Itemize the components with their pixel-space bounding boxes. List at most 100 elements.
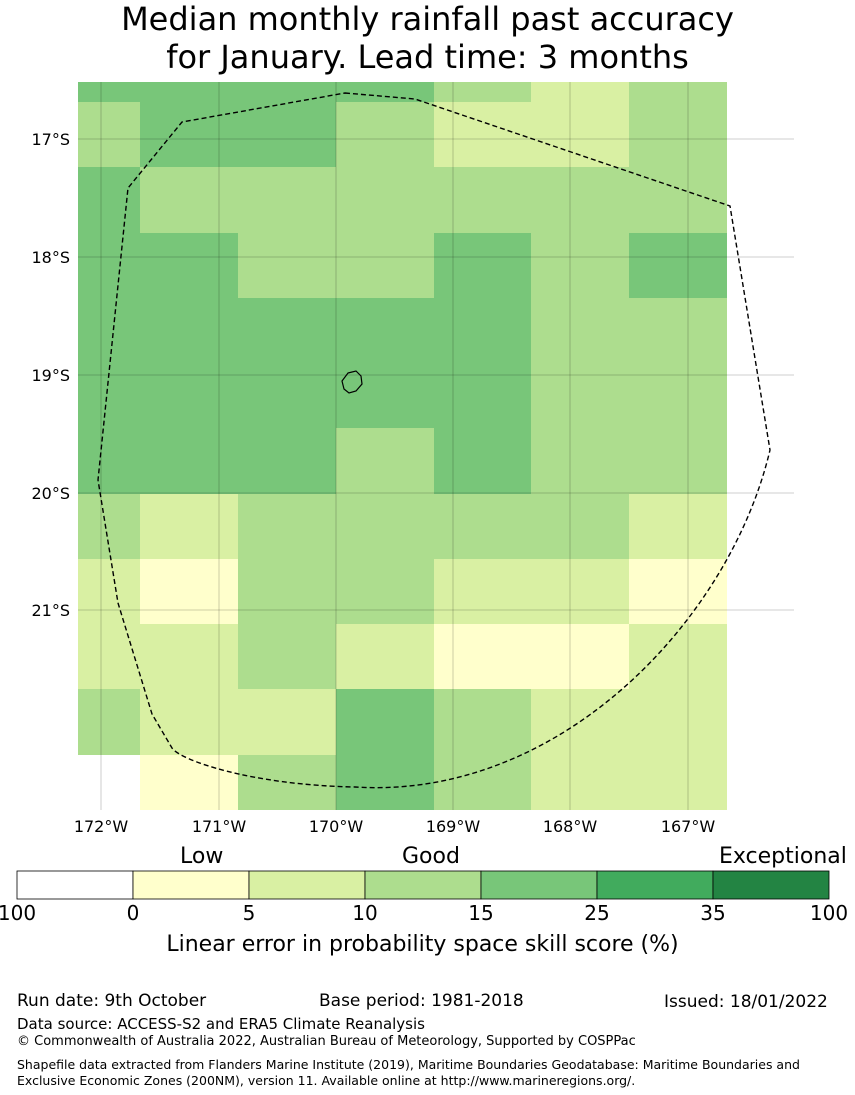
- grid-cell: [434, 755, 531, 810]
- latitude-label: 21°S: [31, 601, 70, 620]
- grid-cell: [629, 428, 727, 494]
- grid-cell: [531, 755, 629, 810]
- latitude-label: 17°S: [31, 130, 70, 149]
- grid-cell: [140, 689, 238, 755]
- colorbar-label-low: Low: [180, 844, 224, 869]
- copyright: © Commonwealth of Australia 2022, Austra…: [17, 1034, 636, 1049]
- grid-cell: [78, 167, 140, 233]
- grid-cell: [434, 428, 531, 494]
- longitude-label: 170°W: [309, 817, 364, 836]
- grid-cell: [238, 689, 336, 755]
- grid-cell: [531, 494, 629, 559]
- grid-cell: [531, 82, 629, 102]
- grid-cell: [238, 82, 336, 102]
- grid-cell: [140, 755, 238, 810]
- grid-cell: [78, 102, 140, 167]
- grid-cell: [434, 559, 531, 624]
- colorbar-tick-label: 25: [584, 901, 610, 925]
- grid-cell: [629, 559, 727, 624]
- issued-date: Issued: 18/01/2022: [664, 992, 828, 1012]
- grid-cell: [531, 559, 629, 624]
- grid-cell: [238, 755, 336, 810]
- colorbar-swatch: [16, 870, 134, 900]
- grid-cell: [238, 559, 336, 624]
- map-title-line-2: for January. Lead time: 3 months: [166, 38, 689, 76]
- graticule: [78, 82, 794, 810]
- grid-cell: [434, 494, 531, 559]
- grid-cell: [434, 624, 531, 689]
- latitude-label: 19°S: [31, 366, 70, 385]
- grid-cell: [531, 298, 629, 363]
- grid-cell: [140, 363, 238, 428]
- grid-cell: [140, 233, 238, 298]
- grid-cell: [336, 167, 434, 233]
- shapefile-credit: Shapefile data extracted from Flanders M…: [17, 1057, 800, 1088]
- grid-cell: [78, 363, 140, 428]
- colorbar-swatch: [248, 870, 366, 900]
- grid-cell: [238, 167, 336, 233]
- colorbar-swatch: [596, 870, 714, 900]
- colorbar-swatch: [480, 870, 598, 900]
- map-canvas: 172°W 171°W 170°W 169°W 168°W 167°W 17°S18°S1…: [31, 82, 794, 836]
- colorbar-tick-label: 100: [0, 901, 37, 925]
- grid-cell: [434, 102, 531, 167]
- grid-cell: [140, 624, 238, 689]
- grid-cell: [531, 428, 629, 494]
- grid-cell: [78, 624, 140, 689]
- longitude-label: 167°W: [661, 817, 716, 836]
- colorbar-title: Linear error in probability space skill …: [166, 932, 679, 957]
- grid-cell: [629, 233, 727, 298]
- base-period: Base period: 1981-2018: [319, 991, 524, 1011]
- grid-cell: [336, 624, 434, 689]
- niue-island-outline: [341, 370, 363, 394]
- grid-cell: [78, 689, 140, 755]
- grid-cell: [238, 298, 336, 363]
- map-title: Median monthly rainfall past accuracy fo…: [0, 0, 855, 76]
- grid-cell: [434, 689, 531, 755]
- grid-cell: [238, 233, 336, 298]
- grid-cell: [140, 428, 238, 494]
- eez-boundary: [97, 92, 771, 789]
- skill-score-grid: [78, 82, 727, 810]
- grid-cell: [531, 689, 629, 755]
- colorbar-tick-label: 100: [809, 901, 849, 925]
- colorbar-tick-label: 10: [352, 901, 378, 925]
- grid-cell: [78, 428, 140, 494]
- grid-cell: [238, 624, 336, 689]
- colorbar-tick-label: 5: [242, 901, 256, 925]
- colorbar-tick-label: 35: [700, 901, 726, 925]
- grid-cell: [140, 494, 238, 559]
- grid-cell: [531, 167, 629, 233]
- grid-cell: [629, 755, 727, 810]
- grid-cell: [78, 559, 140, 624]
- grid-cell: [336, 298, 434, 363]
- grid-cell: [336, 233, 434, 298]
- latitude-labels: 17°S 18°S 19°S 20°S 21°S: [31, 130, 70, 620]
- colorbar-swatch: [364, 870, 482, 900]
- grid-cell: [629, 689, 727, 755]
- longitude-label: 172°W: [74, 817, 129, 836]
- grid-cell: [140, 559, 238, 624]
- grid-cell: [336, 82, 434, 102]
- colorbar-tick-label: 0: [126, 901, 140, 925]
- grid-cell: [238, 494, 336, 559]
- grid-cell: [629, 102, 727, 167]
- grid-cell: [78, 298, 140, 363]
- grid-cell: [78, 233, 140, 298]
- colorbar: [16, 870, 830, 900]
- grid-cell: [629, 82, 727, 102]
- grid-cell: [336, 102, 434, 167]
- grid-cell: [336, 363, 434, 428]
- grid-cell: [531, 624, 629, 689]
- grid-cell: [336, 428, 434, 494]
- longitude-label: 168°W: [543, 817, 598, 836]
- grid-cell: [434, 233, 531, 298]
- colorbar-tick-label: 15: [468, 901, 494, 925]
- grid-cell: [336, 494, 434, 559]
- colorbar-swatch: [132, 870, 250, 900]
- grid-cell: [434, 82, 531, 102]
- grid-cell: [629, 167, 727, 233]
- grid-cell: [336, 559, 434, 624]
- grid-cell: [140, 167, 238, 233]
- longitude-labels: 172°W 171°W 170°W 169°W 168°W 167°W: [74, 817, 716, 836]
